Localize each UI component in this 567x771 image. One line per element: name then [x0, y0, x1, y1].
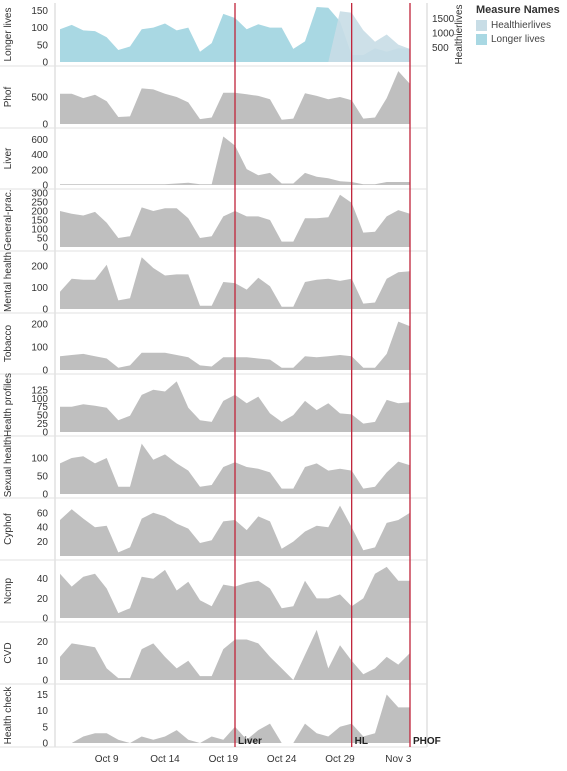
y-tick-label-ncmp-20: 20	[37, 594, 49, 605]
y-axis-label-sexual-health: Sexual health	[3, 437, 14, 498]
y-tick-label-health-check-5: 5	[42, 722, 48, 733]
y-tick-label-health-profiles-75: 75	[37, 402, 49, 413]
y-tick-label-cyphof-20: 20	[37, 537, 49, 548]
y-tick-label-general-prac-0: 0	[42, 243, 48, 254]
legend-title: Measure Names	[476, 4, 560, 16]
y-axis-label-health-profiles: Health profiles	[3, 373, 14, 437]
event-label-phof: PHOF	[413, 736, 441, 747]
legend-item-longer-lives[interactable]: Longer lives	[476, 34, 566, 45]
y-tick-label-top-150: 150	[31, 6, 48, 17]
y-tick-label-sexual-health-0: 0	[42, 490, 48, 501]
y-tick-label-liver-200: 200	[31, 165, 48, 176]
legend: Measure Names Healthierlives Longer live…	[476, 4, 566, 48]
right-tick-label-1000: 1000	[432, 29, 455, 40]
y-axis-label-liver: Liver	[3, 147, 14, 169]
y-tick-label-mental-health-100: 100	[31, 283, 48, 294]
x-tick-label-oct-24: Oct 24	[267, 754, 297, 765]
right-tick-label-1500: 1500	[432, 14, 455, 25]
event-label-hl: HL	[355, 736, 368, 747]
y-tick-label-phof-0: 0	[42, 120, 48, 131]
y-tick-label-liver-400: 400	[31, 150, 48, 161]
y-tick-label-ncmp-40: 40	[37, 574, 49, 585]
x-tick-label-nov-3: Nov 3	[385, 754, 412, 765]
y-tick-label-general-prac-150: 150	[31, 216, 48, 227]
area-series-tobacco	[60, 321, 410, 370]
y-tick-label-tobacco-0: 0	[42, 366, 48, 377]
y-tick-label-liver-600: 600	[31, 135, 48, 146]
legend-swatch-healthierlives	[476, 20, 487, 31]
y-tick-label-top-0: 0	[42, 58, 48, 69]
y-axis-label-tobacco: Tobacco	[3, 324, 14, 362]
y-tick-label-cyphof-40: 40	[37, 523, 49, 534]
y-tick-label-health-check-10: 10	[37, 706, 49, 717]
y-tick-label-ncmp-0: 0	[42, 614, 48, 625]
y-tick-label-liver-0: 0	[42, 181, 48, 192]
area-series-healthierlives	[60, 11, 410, 63]
y-tick-label-health-profiles-125: 125	[31, 385, 48, 396]
x-tick-label-oct-29: Oct 29	[325, 754, 355, 765]
y-tick-label-health-profiles-50: 50	[37, 411, 49, 422]
y-tick-label-mental-health-200: 200	[31, 261, 48, 272]
legend-label-longer-lives: Longer lives	[491, 34, 545, 45]
y-axis-label-phof: Phof	[3, 86, 14, 107]
legend-swatch-longer-lives	[476, 34, 487, 45]
y-tick-label-health-profiles-100: 100	[31, 394, 48, 405]
y-axis-label-mental-health: Mental health	[3, 252, 14, 312]
y-tick-label-health-check-0: 0	[42, 739, 48, 750]
y-tick-label-general-prac-300: 300	[31, 189, 48, 200]
y-tick-label-health-profiles-0: 0	[42, 428, 48, 439]
y-tick-label-general-prac-200: 200	[31, 207, 48, 218]
y-axis-label-ncmp: Ncmp	[3, 578, 14, 605]
y-axis-label-cvd: CVD	[3, 642, 14, 663]
x-tick-label-oct-9: Oct 9	[95, 754, 119, 765]
y-tick-label-cyphof-60: 60	[37, 508, 49, 519]
y-tick-label-sexual-health-50: 50	[37, 472, 49, 483]
y-tick-label-mental-health-0: 0	[42, 305, 48, 316]
event-label-liver: Liver	[238, 736, 262, 747]
y-tick-label-health-profiles-25: 25	[37, 419, 49, 430]
y-tick-label-tobacco-100: 100	[31, 342, 48, 353]
y-tick-label-phof-500: 500	[31, 93, 48, 104]
x-tick-label-oct-19: Oct 19	[209, 754, 239, 765]
y-tick-label-top-50: 50	[37, 40, 49, 51]
y-axis-label-top: Longer lives	[3, 8, 14, 62]
legend-item-healthierlives[interactable]: Healthierlives	[476, 20, 566, 31]
y-tick-label-sexual-health-100: 100	[31, 454, 48, 465]
y-tick-label-general-prac-50: 50	[37, 234, 49, 245]
legend-label-healthierlives: Healthierlives	[491, 20, 552, 31]
y-tick-label-cvd-10: 10	[37, 656, 49, 667]
y-axis-label-general-prac: General-prac.	[3, 189, 14, 250]
y-tick-label-tobacco-200: 200	[31, 319, 48, 330]
y-tick-label-cvd-0: 0	[42, 676, 48, 687]
right-axis-label: Healthierlives	[454, 4, 465, 64]
y-axis-label-cyphof: Cyphof	[3, 513, 14, 545]
y-tick-label-general-prac-250: 250	[31, 198, 48, 209]
y-tick-label-top-100: 100	[31, 23, 48, 34]
right-tick-label-500: 500	[432, 43, 449, 54]
y-axis-label-health-check: Health check	[3, 686, 14, 745]
x-tick-label-oct-14: Oct 14	[150, 754, 180, 765]
y-tick-label-cvd-20: 20	[37, 637, 49, 648]
y-tick-label-general-prac-100: 100	[31, 225, 48, 236]
y-tick-label-health-check-15: 15	[37, 690, 49, 701]
